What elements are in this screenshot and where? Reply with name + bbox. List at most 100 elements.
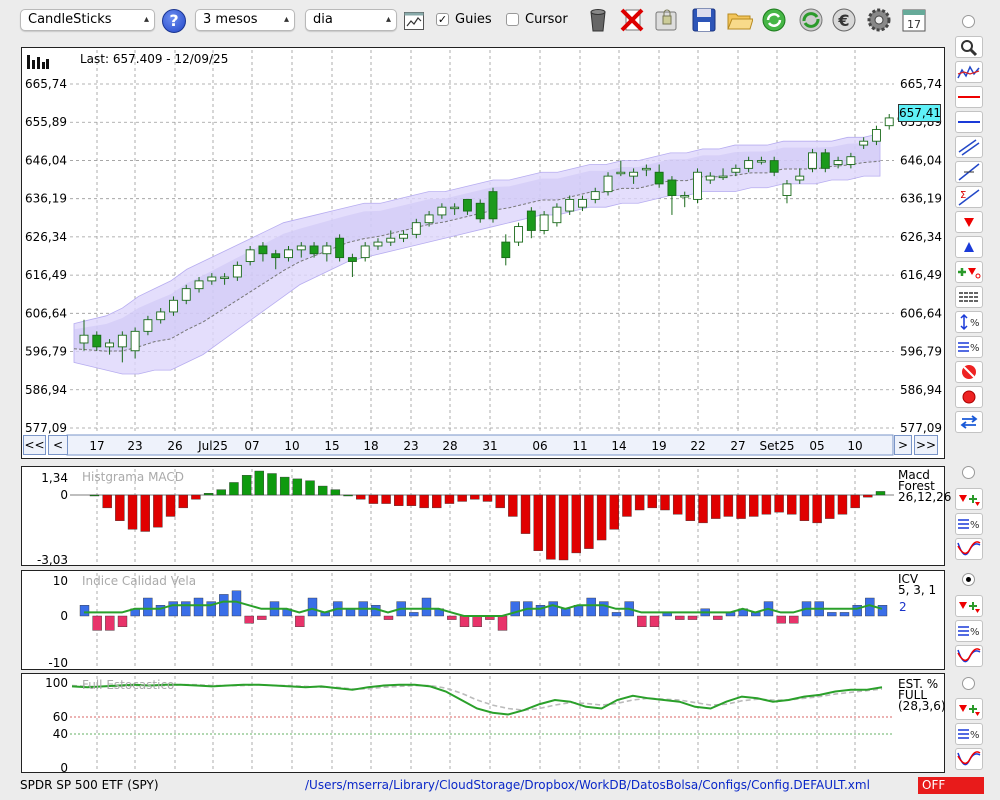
delete-icon[interactable] bbox=[618, 6, 646, 34]
price-tick-left: 646,04 bbox=[25, 153, 67, 167]
sigma-button[interactable]: Σ bbox=[955, 186, 983, 208]
macd-bar bbox=[685, 494, 696, 521]
candle-body bbox=[539, 214, 549, 231]
indicator-button[interactable] bbox=[955, 61, 983, 83]
signals-button[interactable] bbox=[955, 261, 983, 283]
chart-view-icon[interactable] bbox=[404, 12, 424, 30]
macd-curves-button[interactable] bbox=[955, 538, 983, 560]
candle-body bbox=[731, 167, 741, 173]
stoch-panel-radio[interactable] bbox=[962, 677, 975, 690]
icv-panel-radio[interactable] bbox=[962, 573, 975, 586]
guides-checkbox[interactable]: ✓ bbox=[436, 13, 449, 26]
curves-icon bbox=[957, 648, 981, 663]
stoch-signals-button[interactable] bbox=[955, 698, 983, 720]
price-panel[interactable]: 665,74 665,74 655,89 655,89 646,04 646,04 636,… bbox=[21, 47, 945, 459]
icv-panel[interactable]: 10 0 -10 Indice Calidad Vela ICV 5, 3, 1 2 bbox=[21, 570, 945, 670]
macd-bar bbox=[203, 493, 214, 496]
nav-last-button[interactable]: >> bbox=[914, 435, 938, 455]
zoom-button[interactable] bbox=[955, 36, 983, 58]
macd-side-name: Macd bbox=[898, 468, 930, 482]
trendline-button[interactable] bbox=[955, 161, 983, 183]
candle-body bbox=[654, 171, 664, 185]
stoch-chart[interactable]: 100 60 40 0 bbox=[22, 674, 944, 772]
stop-button[interactable] bbox=[955, 361, 983, 383]
magnifier-icon bbox=[961, 40, 978, 57]
icv-curves-button[interactable] bbox=[955, 645, 983, 667]
buy-arrow-button[interactable] bbox=[955, 236, 983, 258]
percent-lines-button[interactable]: % bbox=[955, 336, 983, 358]
nav-first-button[interactable]: << bbox=[23, 435, 46, 455]
price-tick-right: 646,04 bbox=[900, 153, 942, 167]
candle-body bbox=[475, 202, 485, 220]
bollinger-inner-band bbox=[74, 139, 880, 352]
calendar-icon[interactable]: 17 bbox=[900, 6, 928, 34]
candle-body bbox=[616, 171, 626, 175]
icv-signals-button[interactable] bbox=[955, 595, 983, 617]
icv-bar bbox=[92, 615, 102, 631]
gear-icon[interactable] bbox=[865, 6, 893, 34]
macd-panel[interactable]: 1,34 0 -3,03 Histgrama MACD Macd Forest 26… bbox=[21, 466, 951, 566]
sell-arrow-button[interactable] bbox=[955, 211, 983, 233]
candle-body bbox=[424, 214, 434, 224]
icv-side-name: ICV bbox=[898, 572, 919, 586]
refresh-icon[interactable] bbox=[760, 6, 788, 34]
stoch-curves-button[interactable] bbox=[955, 748, 983, 770]
candle-body bbox=[322, 245, 332, 255]
updown-icon: ▴ bbox=[385, 14, 391, 25]
interval-select[interactable]: dia ▴ bbox=[305, 9, 397, 31]
hline-red-button[interactable] bbox=[955, 86, 983, 108]
candle-body bbox=[552, 206, 562, 224]
icv-bar bbox=[257, 615, 267, 620]
macd-chart[interactable]: 1,34 0 -3,03 bbox=[22, 467, 944, 565]
period-select[interactable]: 3 mesos ▴ bbox=[195, 9, 295, 31]
icv-bar bbox=[105, 615, 115, 631]
sync-icon[interactable] bbox=[797, 6, 825, 34]
macd-levels-button[interactable]: % bbox=[955, 513, 983, 535]
grid-lines-button[interactable] bbox=[955, 286, 983, 308]
arrow-down-red-icon bbox=[964, 218, 974, 227]
icv-bar bbox=[383, 615, 394, 620]
icv-bar bbox=[827, 612, 837, 617]
chart-type-select[interactable]: CandleSticks ▴ bbox=[20, 9, 155, 31]
config-path-link[interactable]: /Users/mserra/Library/CloudStorage/Dropb… bbox=[305, 778, 870, 792]
help-button[interactable]: ? bbox=[162, 9, 186, 33]
icv-bar bbox=[839, 612, 850, 617]
percent-lines-icon: % bbox=[958, 519, 980, 531]
swap-button[interactable] bbox=[955, 411, 983, 433]
stoch-panel[interactable]: 100 60 40 0 Full Estocastico EST. % FULL (2… bbox=[21, 673, 946, 773]
candle-body bbox=[169, 299, 178, 313]
nav-prev-button[interactable]: < bbox=[48, 435, 68, 455]
macd-signals-button[interactable] bbox=[955, 488, 983, 510]
lock-icon[interactable] bbox=[652, 6, 680, 34]
status-badge[interactable]: OFF bbox=[918, 777, 984, 794]
record-button[interactable] bbox=[955, 386, 983, 408]
date-label: 27 bbox=[730, 439, 745, 453]
icv-bar bbox=[877, 605, 888, 617]
icv-chart[interactable]: 10 0 -10 bbox=[22, 571, 944, 669]
main-panel-radio[interactable] bbox=[962, 15, 975, 28]
icv-bar bbox=[586, 597, 596, 617]
folder-icon[interactable] bbox=[725, 6, 753, 34]
stoch-d-line bbox=[71, 683, 883, 712]
cursor-checkbox[interactable] bbox=[506, 13, 519, 26]
date-label: 10 bbox=[284, 439, 299, 453]
macd-bar bbox=[863, 494, 873, 498]
nav-next-button[interactable]: > bbox=[894, 435, 912, 455]
macd-bar bbox=[837, 494, 848, 515]
channel-button[interactable] bbox=[955, 136, 983, 158]
candle-body bbox=[399, 233, 408, 239]
macd-title: Histgrama MACD bbox=[82, 470, 185, 484]
date-label: 07 bbox=[244, 439, 259, 453]
hline-blue-button[interactable] bbox=[955, 111, 983, 133]
icv-levels-button[interactable]: % bbox=[955, 620, 983, 642]
trash-icon[interactable] bbox=[584, 6, 612, 34]
percent-lines-icon: % bbox=[958, 729, 980, 741]
save-icon[interactable] bbox=[690, 6, 718, 34]
stoch-levels-button[interactable]: % bbox=[955, 723, 983, 745]
macd-bar bbox=[634, 494, 645, 511]
range-percent-button[interactable]: % bbox=[955, 311, 983, 333]
euro-icon[interactable]: € bbox=[830, 6, 858, 34]
candle-body bbox=[820, 152, 830, 169]
macd-panel-radio[interactable] bbox=[962, 466, 975, 479]
